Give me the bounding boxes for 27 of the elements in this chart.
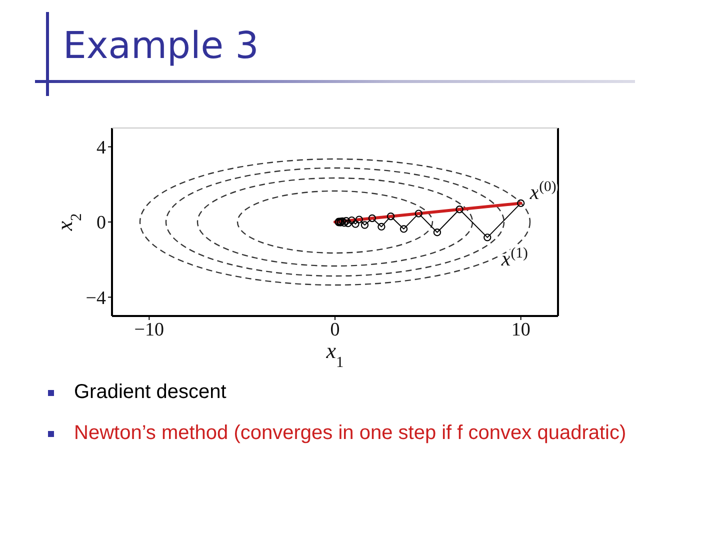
annotation: x$^{(1)}$ xyxy=(500,245,528,270)
y-tick-label: 0 xyxy=(96,212,106,234)
x-tick-label: 10 xyxy=(511,319,530,340)
point xyxy=(378,222,386,231)
point xyxy=(344,219,352,228)
chart-title: Example 3 xyxy=(63,24,259,67)
annotation: x$^{(0)}$ xyxy=(528,179,556,204)
point xyxy=(433,228,442,236)
point xyxy=(400,225,408,233)
point xyxy=(348,216,356,224)
point xyxy=(386,212,395,220)
point xyxy=(516,199,525,208)
text: Newton’s method (converges in one step if f convex quadratic) xyxy=(74,422,626,445)
x-axis-title: x$_{1}$ xyxy=(325,338,344,370)
y-tick-label: 4 xyxy=(96,138,106,159)
point xyxy=(414,210,422,218)
point xyxy=(355,216,364,224)
y-tick-label: −4 xyxy=(86,288,106,309)
text: Gradient descent xyxy=(74,381,226,404)
x-tick-label: −10 xyxy=(134,319,164,340)
point xyxy=(484,234,492,242)
x-tick-label: 0 xyxy=(330,319,340,340)
point xyxy=(360,221,369,229)
point xyxy=(352,220,360,228)
point xyxy=(456,206,464,214)
point xyxy=(340,219,348,227)
point xyxy=(368,214,376,222)
